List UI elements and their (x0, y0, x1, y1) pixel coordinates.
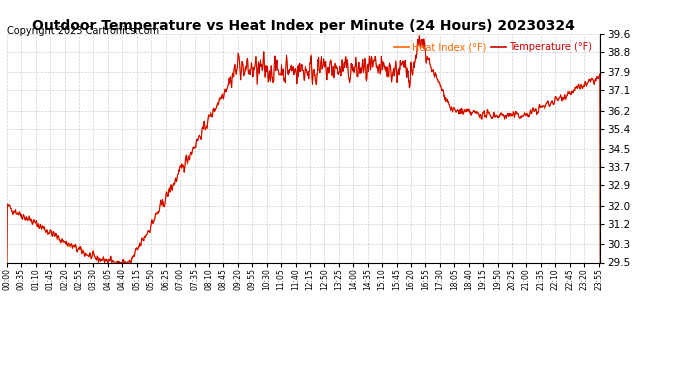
Legend: Heat Index (°F), Temperature (°F): Heat Index (°F), Temperature (°F) (391, 39, 595, 56)
Heat Index (°F) (120, 260, 128, 264)
Heat Index (°F) (396, 68, 404, 72)
Temperature (°F) (201, 128, 209, 132)
Temperature (°F) (3, 262, 11, 267)
Line: Heat Index (°F): Heat Index (°F) (7, 35, 600, 265)
Title: Outdoor Temperature vs Heat Index per Minute (24 Hours) 20230324: Outdoor Temperature vs Heat Index per Mi… (32, 19, 575, 33)
Temperature (°F) (396, 68, 404, 72)
Temperature (°F) (596, 262, 604, 267)
Heat Index (°F) (201, 127, 209, 132)
Heat Index (°F) (526, 108, 534, 113)
Line: Temperature (°F): Temperature (°F) (7, 36, 600, 265)
Temperature (°F) (135, 244, 143, 249)
Temperature (°F) (526, 109, 534, 114)
Heat Index (°F) (415, 33, 424, 38)
Temperature (°F) (415, 34, 424, 39)
Heat Index (°F) (135, 243, 143, 248)
Temperature (°F) (120, 260, 128, 265)
Heat Index (°F) (596, 262, 604, 267)
Heat Index (°F) (474, 110, 482, 115)
Heat Index (°F) (3, 262, 11, 267)
Text: Copyright 2023 Cartronics.com: Copyright 2023 Cartronics.com (7, 26, 159, 36)
Temperature (°F) (474, 110, 482, 115)
